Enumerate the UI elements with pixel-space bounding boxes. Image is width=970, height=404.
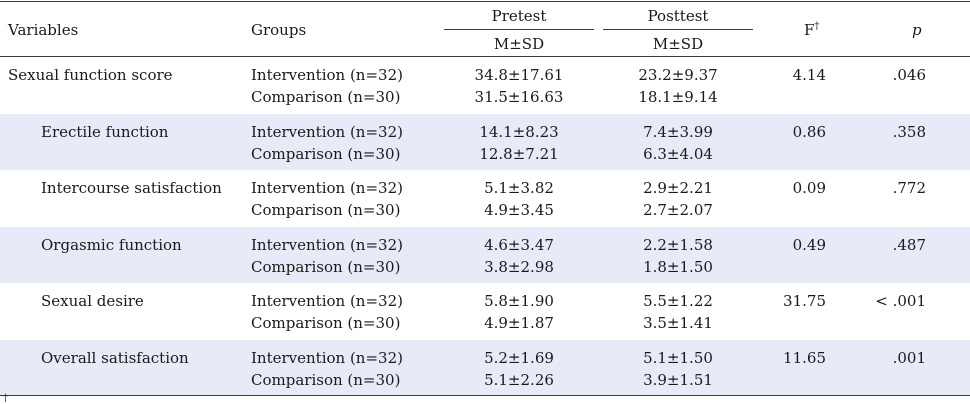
pretest-subrule (444, 29, 594, 30)
cell-post1: 5.5±1.22 (643, 292, 713, 310)
cell-variable: Sexual function score (8, 66, 173, 84)
cell-g1: Intervention (n=32) (251, 123, 403, 141)
cell-pre1: 4.6±3.47 (484, 236, 554, 254)
cell-f: 11.65 (783, 349, 826, 367)
header-pretest: Pretest (491, 7, 547, 25)
header-variables: Variables (8, 21, 79, 39)
cell-post1: 7.4±3.99 (643, 123, 713, 141)
cell-g2: Comparison (n=30) (251, 201, 401, 219)
cell-post2: 3.9±1.51 (643, 371, 713, 389)
cell-p: < .001 (875, 292, 926, 310)
cell-post1: 5.1±1.50 (643, 349, 713, 367)
cell-post1: 2.9±2.21 (643, 179, 713, 197)
table-bottom-rule (0, 395, 970, 396)
cell-pre1: 5.2±1.69 (484, 349, 554, 367)
cell-post2: 2.7±2.07 (643, 201, 713, 219)
cell-p: .487 (892, 236, 926, 254)
row-band (0, 114, 970, 170)
header-pretest-msd: M±SD (493, 35, 545, 53)
cell-p: .358 (892, 123, 926, 141)
cell-pre2: 5.1±2.26 (484, 371, 554, 389)
footnote-mark: † (3, 393, 8, 404)
cell-variable: Sexual desire (41, 292, 144, 310)
cell-post2: 3.5±1.41 (643, 314, 713, 332)
cell-pre2: 4.9±3.45 (484, 201, 554, 219)
cell-f: 0.86 (792, 123, 826, 141)
cell-pre2: 31.5±16.63 (474, 88, 564, 106)
cell-pre2: 4.9±1.87 (484, 314, 554, 332)
cell-p: .772 (892, 179, 926, 197)
cell-g2: Comparison (n=30) (251, 371, 401, 389)
cell-p: .046 (892, 66, 926, 84)
cell-post2: 18.1±9.14 (638, 88, 718, 106)
cell-f: 4.14 (792, 66, 826, 84)
cell-post1: 2.2±1.58 (643, 236, 713, 254)
header-posttest: Posttest (647, 7, 709, 25)
cell-g1: Intervention (n=32) (251, 349, 403, 367)
dagger-mark: † (814, 21, 820, 32)
cell-pre1: 5.1±3.82 (484, 179, 554, 197)
header-groups: Groups (251, 21, 307, 39)
cell-variable: Erectile function (41, 123, 169, 141)
cell-f: 0.09 (792, 179, 826, 197)
cell-g2: Comparison (n=30) (251, 314, 401, 332)
table-top-rule (0, 1, 970, 2)
header-bottom-rule (0, 56, 970, 57)
cell-pre1: 5.8±1.90 (484, 292, 554, 310)
header-f: F† (804, 21, 820, 39)
cell-post2: 6.3±4.04 (643, 145, 713, 163)
cell-post1: 23.2±9.37 (638, 66, 718, 84)
cell-g1: Intervention (n=32) (251, 66, 403, 84)
cell-g2: Comparison (n=30) (251, 145, 401, 163)
cell-p: .001 (892, 349, 926, 367)
row-band (0, 340, 970, 395)
cell-post2: 1.8±1.50 (643, 258, 713, 276)
cell-pre2: 12.8±7.21 (479, 145, 559, 163)
cell-pre1: 14.1±8.23 (479, 123, 559, 141)
header-p: p (912, 21, 922, 39)
cell-variable: Intercourse satisfaction (41, 179, 222, 197)
cell-g2: Comparison (n=30) (251, 258, 401, 276)
cell-variable: Overall satisfaction (41, 349, 189, 367)
cell-g2: Comparison (n=30) (251, 88, 401, 106)
cell-f: 0.49 (792, 236, 826, 254)
cell-g1: Intervention (n=32) (251, 292, 403, 310)
cell-g1: Intervention (n=32) (251, 236, 403, 254)
cell-g1: Intervention (n=32) (251, 179, 403, 197)
header-posttest-msd: M±SD (652, 35, 704, 53)
cell-pre2: 3.8±2.98 (484, 258, 554, 276)
cell-variable: Orgasmic function (41, 236, 182, 254)
cell-pre1: 34.8±17.61 (474, 66, 564, 84)
row-band (0, 227, 970, 283)
cell-f: 31.75 (783, 292, 826, 310)
posttest-subrule (603, 29, 753, 30)
